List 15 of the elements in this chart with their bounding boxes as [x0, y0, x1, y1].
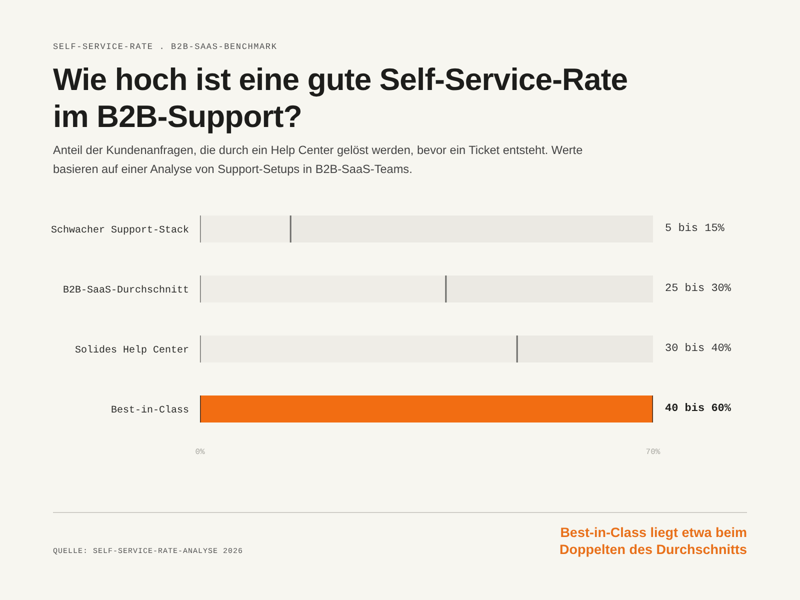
- bar: [200, 396, 653, 422]
- y-tick-label: Schwacher Support-Stack: [50, 224, 189, 236]
- text: 5 bis 15%: [665, 223, 725, 235]
- y-tick-label: Solides Help Center: [74, 344, 189, 356]
- chart-title: Wie hoch ist eine gute Self-Service-Rate im B2B-Support?: [53, 61, 629, 135]
- y-tick-label: Best-in-Class: [110, 404, 189, 416]
- x-tick-label: 70%: [646, 448, 660, 457]
- y-tick-label: B2B-SaaS-Durchschnitt: [62, 284, 189, 296]
- text: SELF-SERVICE-RATE . B2B-SAAS-BENCHMARK: [53, 42, 278, 52]
- text: Best-in-Class liegt etwa beim Doppelten des Durchschnitts: [558, 524, 747, 558]
- chart-subtitle: Anteil der Kundenanfragen, die durch ein Help Center gelöst werden, bevor ein Ticket entsteht. Werte basieren auf einer Analyse von Support-Setups in B2B-SaaS-Teams.: [53, 142, 584, 178]
- text: 40 bis 60%: [665, 403, 732, 415]
- text: 25 bis 30%: [665, 283, 732, 295]
- text: 30 bis 40%: [665, 343, 732, 355]
- x-tick-label: 0%: [195, 448, 205, 457]
